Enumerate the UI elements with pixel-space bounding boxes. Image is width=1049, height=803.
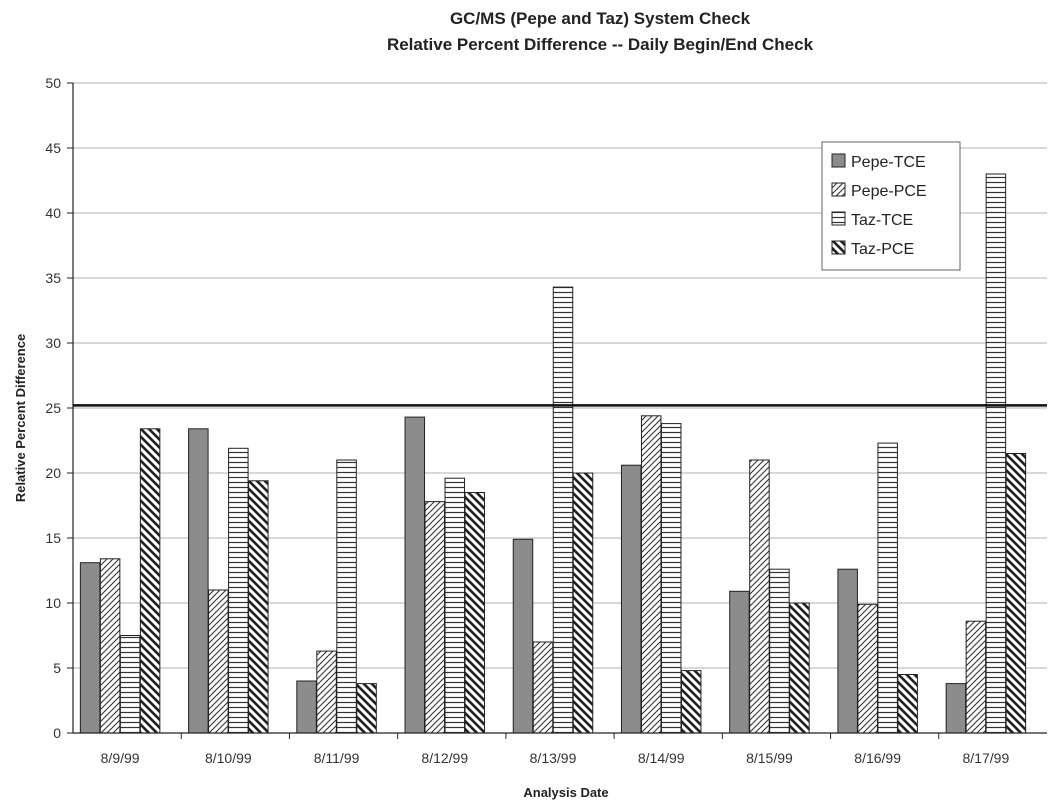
y-tick-label: 20 [45,465,61,481]
bar-pepe-pce-4 [532,641,554,734]
legend-swatch-pepe-pce [831,182,846,197]
bar-taz-pce-6 [789,602,810,734]
bars [79,173,1027,734]
y-tick-label: 0 [53,725,61,741]
x-tick-labels: 8/9/99 8/10/99 8/11/99 8/12/99 8/13/99 8/14/9… [101,733,1010,766]
bar-pepe-pce-0 [99,558,121,734]
y-tick-label: 25 [45,400,61,416]
y-tick-label: 40 [45,205,61,221]
legend-label: Taz-TCE [851,212,913,229]
legend-swatch-pepe-tce [831,153,846,168]
bar-taz-pce-8 [1005,453,1027,734]
bar-taz-tce-4 [552,286,574,734]
x-tick-label: 8/17/99 [963,750,1010,766]
bar-taz-pce-1 [248,480,269,734]
x-tick-label: 8/14/99 [638,750,685,766]
x-tick-label: 8/9/99 [101,750,140,766]
bar-taz-pce-2 [356,683,377,734]
bar-pepe-tce-1 [188,428,209,734]
bar-taz-tce-1 [228,447,249,734]
chart-title: GC/MS (Pepe and Taz) System Check [450,9,751,28]
bar-taz-tce-0 [119,635,141,734]
bar-taz-pce-0 [139,428,161,734]
bar-pepe-tce-6 [729,590,750,734]
legend-swatch-taz-pce [831,240,846,255]
legend: Pepe-TCE Pepe-PCE Taz-TCE Taz-PCE [821,141,961,271]
bar-pepe-tce-4 [512,538,534,734]
bar-pepe-tce-5 [620,464,642,734]
bar-taz-tce-7 [877,442,898,734]
bar-taz-pce-7 [897,674,918,734]
bar-pepe-pce-7 [857,603,878,734]
x-tick-label: 8/10/99 [205,750,252,766]
x-axis-label: Analysis Date [523,785,608,800]
legend-label: Pepe-PCE [851,183,927,200]
bar-pepe-pce-2 [316,650,337,734]
y-tick-labels: 0 5 10 15 20 25 30 35 40 45 50 [45,75,61,741]
bar-taz-tce-6 [769,568,790,734]
bar-pepe-pce-5 [640,415,662,734]
bar-pepe-tce-0 [79,562,101,734]
legend-label: Taz-PCE [851,241,914,258]
x-tick-label: 8/11/99 [314,750,360,766]
y-tick-label: 35 [45,270,61,286]
bar-pepe-pce-1 [208,589,229,734]
x-tick-label: 8/12/99 [421,750,468,766]
bar-taz-pce-5 [680,670,702,734]
chart-subtitle: Relative Percent Difference -- Daily Beg… [387,35,814,54]
bar-pepe-pce-8 [965,620,987,734]
bar-taz-tce-3 [444,477,466,734]
y-axis-label: Relative Percent Difference [13,334,28,502]
y-tick-label: 50 [45,75,61,91]
legend-swatch-taz-tce [831,211,846,226]
x-tick-label: 8/13/99 [530,750,577,766]
y-tick-label: 45 [45,140,61,156]
bar-taz-tce-2 [336,459,357,734]
bar-taz-pce-3 [464,492,486,734]
bar-pepe-pce-6 [749,459,770,734]
bar-taz-tce-5 [660,423,682,734]
bar-pepe-pce-3 [424,501,446,734]
bar-pepe-tce-2 [296,680,317,734]
bar-pepe-tce-3 [404,416,426,734]
y-tick-label: 5 [53,660,61,676]
bar-pepe-tce-8 [945,683,967,734]
bar-taz-tce-8 [985,173,1007,734]
x-tick-label: 8/15/99 [746,750,793,766]
y-tick-label: 15 [45,530,61,546]
legend-label: Pepe-TCE [851,154,926,171]
bar-taz-pce-4 [572,472,594,734]
y-tick-label: 10 [45,595,61,611]
y-tick-label: 30 [45,335,61,351]
x-tick-label: 8/16/99 [854,750,901,766]
bar-pepe-tce-7 [837,568,858,734]
